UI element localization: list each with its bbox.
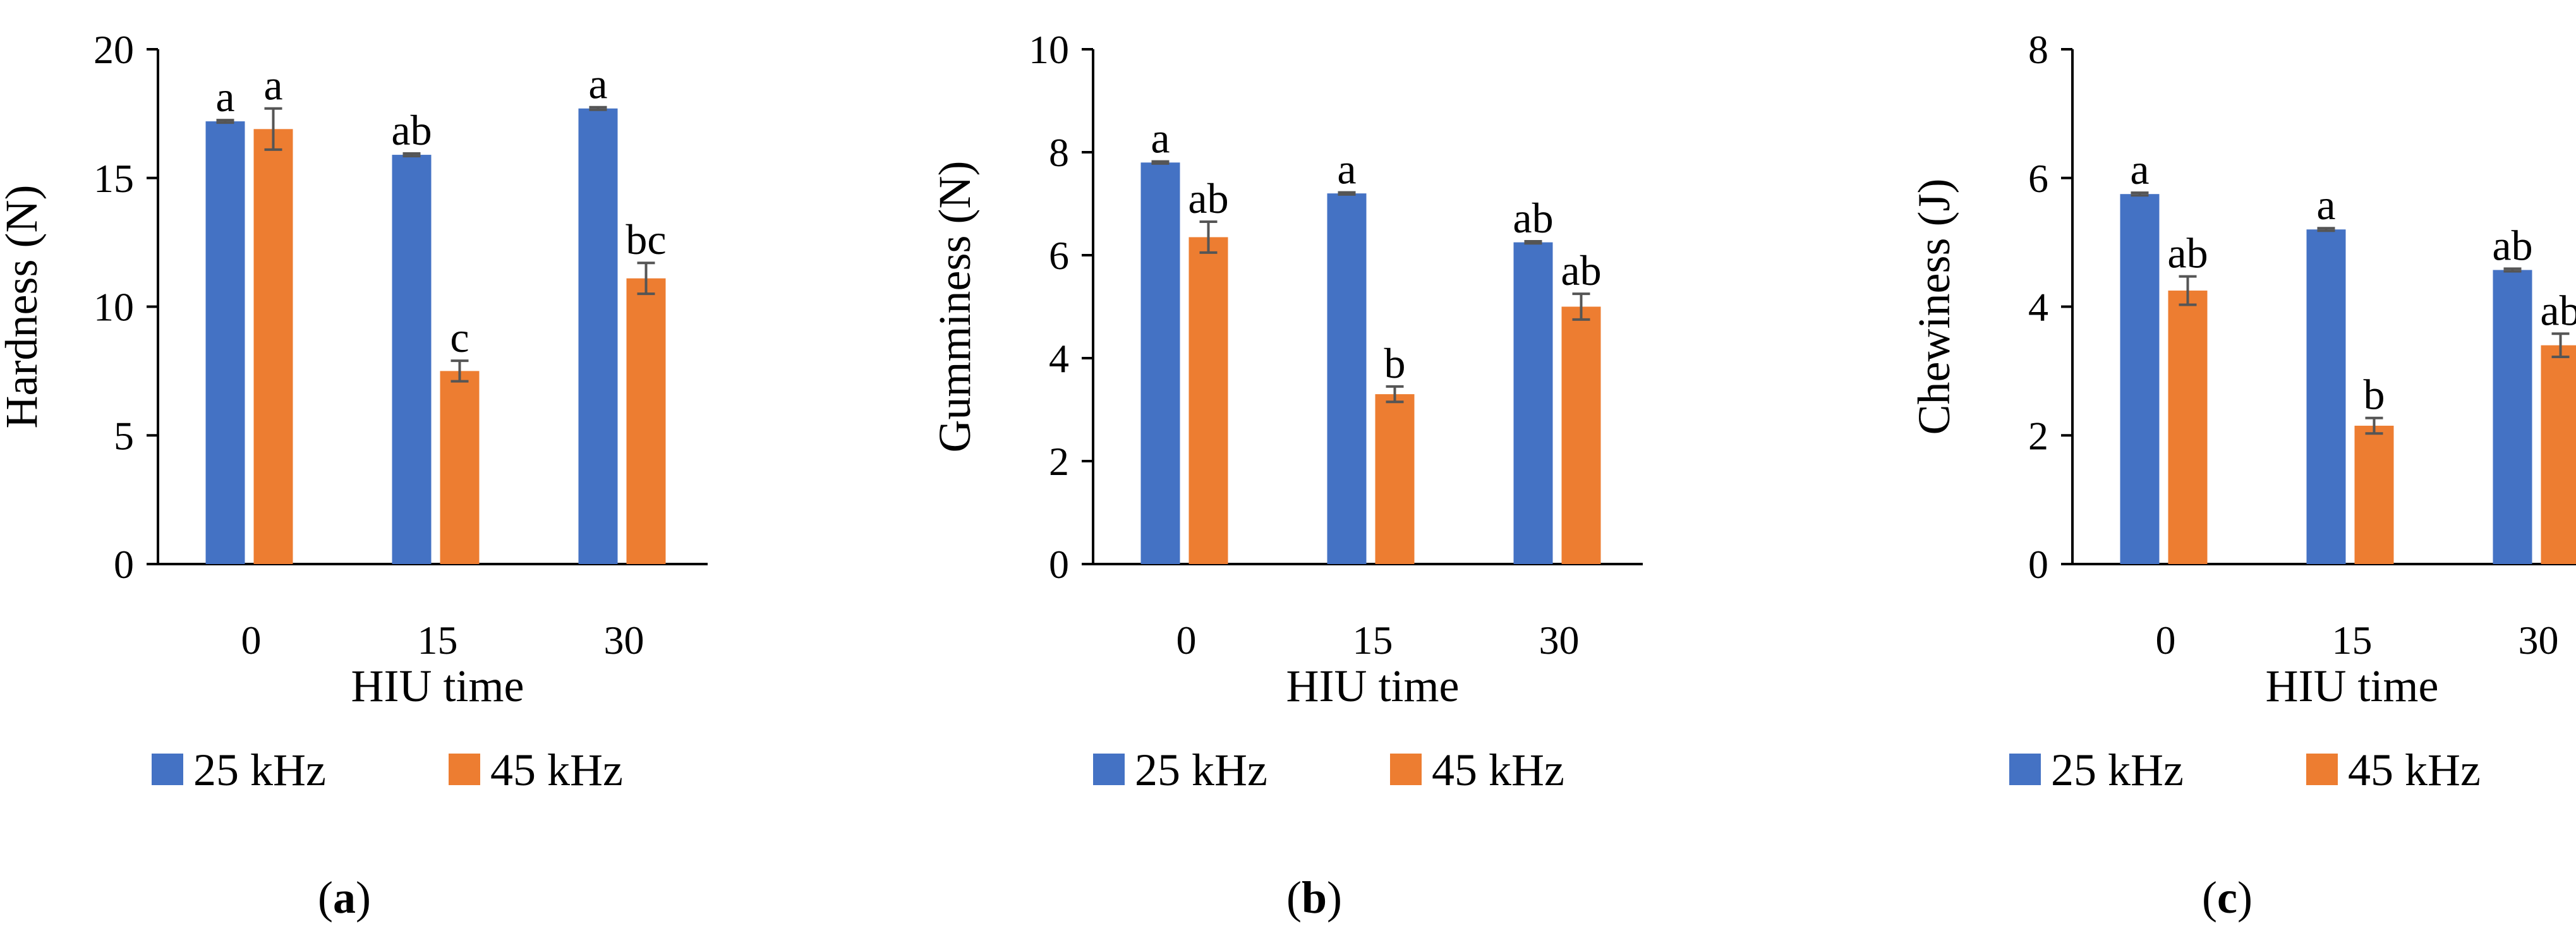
panel-label-open: ( <box>2202 872 2217 923</box>
bar <box>206 121 245 564</box>
y-tick-label: 2 <box>1049 439 1069 484</box>
bar <box>392 155 432 564</box>
y-tick-label: 6 <box>1049 233 1069 278</box>
bar <box>1141 162 1180 564</box>
x-axis-title: HIU time <box>351 661 524 711</box>
bar <box>2168 291 2208 564</box>
bar <box>2120 194 2160 564</box>
bar <box>1189 237 1228 564</box>
bar <box>440 371 480 564</box>
panel-label: (c) <box>2202 872 2252 923</box>
significance-label: a <box>2130 145 2149 193</box>
legend-swatch <box>2306 754 2338 785</box>
bar <box>2355 426 2394 564</box>
bar <box>627 279 666 564</box>
significance-label: ab <box>1188 174 1228 222</box>
significance-label: a <box>1337 145 1356 193</box>
panel-label-close: ) <box>1327 872 1342 923</box>
y-tick-label: 4 <box>2028 285 2048 330</box>
x-tick-label: 0 <box>1176 618 1197 663</box>
y-tick-label: 10 <box>94 285 134 330</box>
y-tick-label: 8 <box>2028 27 2048 72</box>
legend-label: 25 kHz <box>1135 745 1267 795</box>
y-axis-title: Hardness (N) <box>0 185 47 429</box>
panel-label-letter: b <box>1302 872 1327 923</box>
legend-label: 25 kHz <box>2051 745 2184 795</box>
y-axis-title: Chewiness (J) <box>1909 179 1959 435</box>
x-tick-label: 30 <box>1539 618 1580 663</box>
bar <box>1327 193 1367 564</box>
bar <box>2493 270 2532 564</box>
panel-label-letter: a <box>333 872 356 923</box>
bar <box>1562 307 1601 565</box>
legend-swatch <box>1093 754 1125 785</box>
legend: 25 kHz 45 kHz <box>1093 745 1564 795</box>
legend-swatch <box>152 754 183 785</box>
legend-label: 45 kHz <box>490 745 623 795</box>
y-tick-label: 5 <box>114 413 134 458</box>
x-tick-label: 30 <box>604 618 644 663</box>
legend-label: 25 kHz <box>193 745 326 795</box>
significance-label: ab <box>2492 221 2532 269</box>
panel-label-open: ( <box>1286 872 1302 923</box>
legend-label: 45 kHz <box>2348 745 2481 795</box>
y-tick-label: 0 <box>114 542 134 587</box>
significance-label: b <box>2364 371 2385 419</box>
significance-label: a <box>588 60 607 108</box>
significance-label: b <box>1384 339 1406 387</box>
x-tick-label: 15 <box>418 618 458 663</box>
legend-label: 45 kHz <box>1432 745 1564 795</box>
y-tick-label: 2 <box>2028 413 2048 458</box>
significance-label: c <box>450 313 469 361</box>
x-tick-label: 30 <box>2519 618 2559 663</box>
x-tick-label: 0 <box>241 618 262 663</box>
y-tick-label: 20 <box>94 27 134 72</box>
legend-swatch <box>449 754 480 785</box>
y-tick-label: 6 <box>2028 156 2048 201</box>
legend-swatch <box>1390 754 1422 785</box>
x-tick-label: 15 <box>2332 618 2373 663</box>
significance-label: a <box>2316 181 2335 229</box>
bar <box>2307 229 2346 564</box>
panel-label-open: ( <box>318 872 333 923</box>
y-tick-label: 0 <box>1049 542 1069 587</box>
significance-label: a <box>215 73 234 121</box>
significance-label: ab <box>1561 246 1601 294</box>
y-tick-label: 15 <box>94 156 134 201</box>
bar <box>579 109 618 564</box>
panel-label: (b) <box>1286 872 1342 923</box>
x-axis-title: HIU time <box>2266 661 2439 711</box>
panel-label-close: ) <box>2237 872 2252 923</box>
y-axis-title: Gumminess (N) <box>929 161 980 453</box>
bar <box>1376 394 1415 564</box>
panel-label-letter: c <box>2217 872 2237 923</box>
significance-label: ab <box>1513 194 1553 242</box>
bar <box>254 129 293 564</box>
significance-label: ab <box>391 106 432 154</box>
y-tick-label: 4 <box>1049 336 1069 381</box>
bar <box>1514 243 1553 564</box>
legend: 25 kHz 45 kHz <box>152 745 623 795</box>
y-tick-label: 0 <box>2028 542 2048 587</box>
x-axis-title: HIU time <box>1286 661 1460 711</box>
significance-label: ab <box>2540 286 2576 334</box>
bar <box>2541 346 2576 564</box>
x-tick-label: 0 <box>2156 618 2176 663</box>
legend-swatch <box>2009 754 2041 785</box>
legend: 25 kHz 45 kHz <box>2009 745 2481 795</box>
significance-label: bc <box>626 215 666 263</box>
y-tick-label: 8 <box>1049 130 1069 175</box>
significance-label: a <box>1151 114 1170 162</box>
y-tick-label: 10 <box>1029 27 1069 72</box>
panel-label-close: ) <box>356 872 371 923</box>
panel-label: (a) <box>318 872 371 923</box>
significance-label: ab <box>2167 229 2208 277</box>
x-tick-label: 15 <box>1353 618 1393 663</box>
significance-label: a <box>263 61 282 109</box>
